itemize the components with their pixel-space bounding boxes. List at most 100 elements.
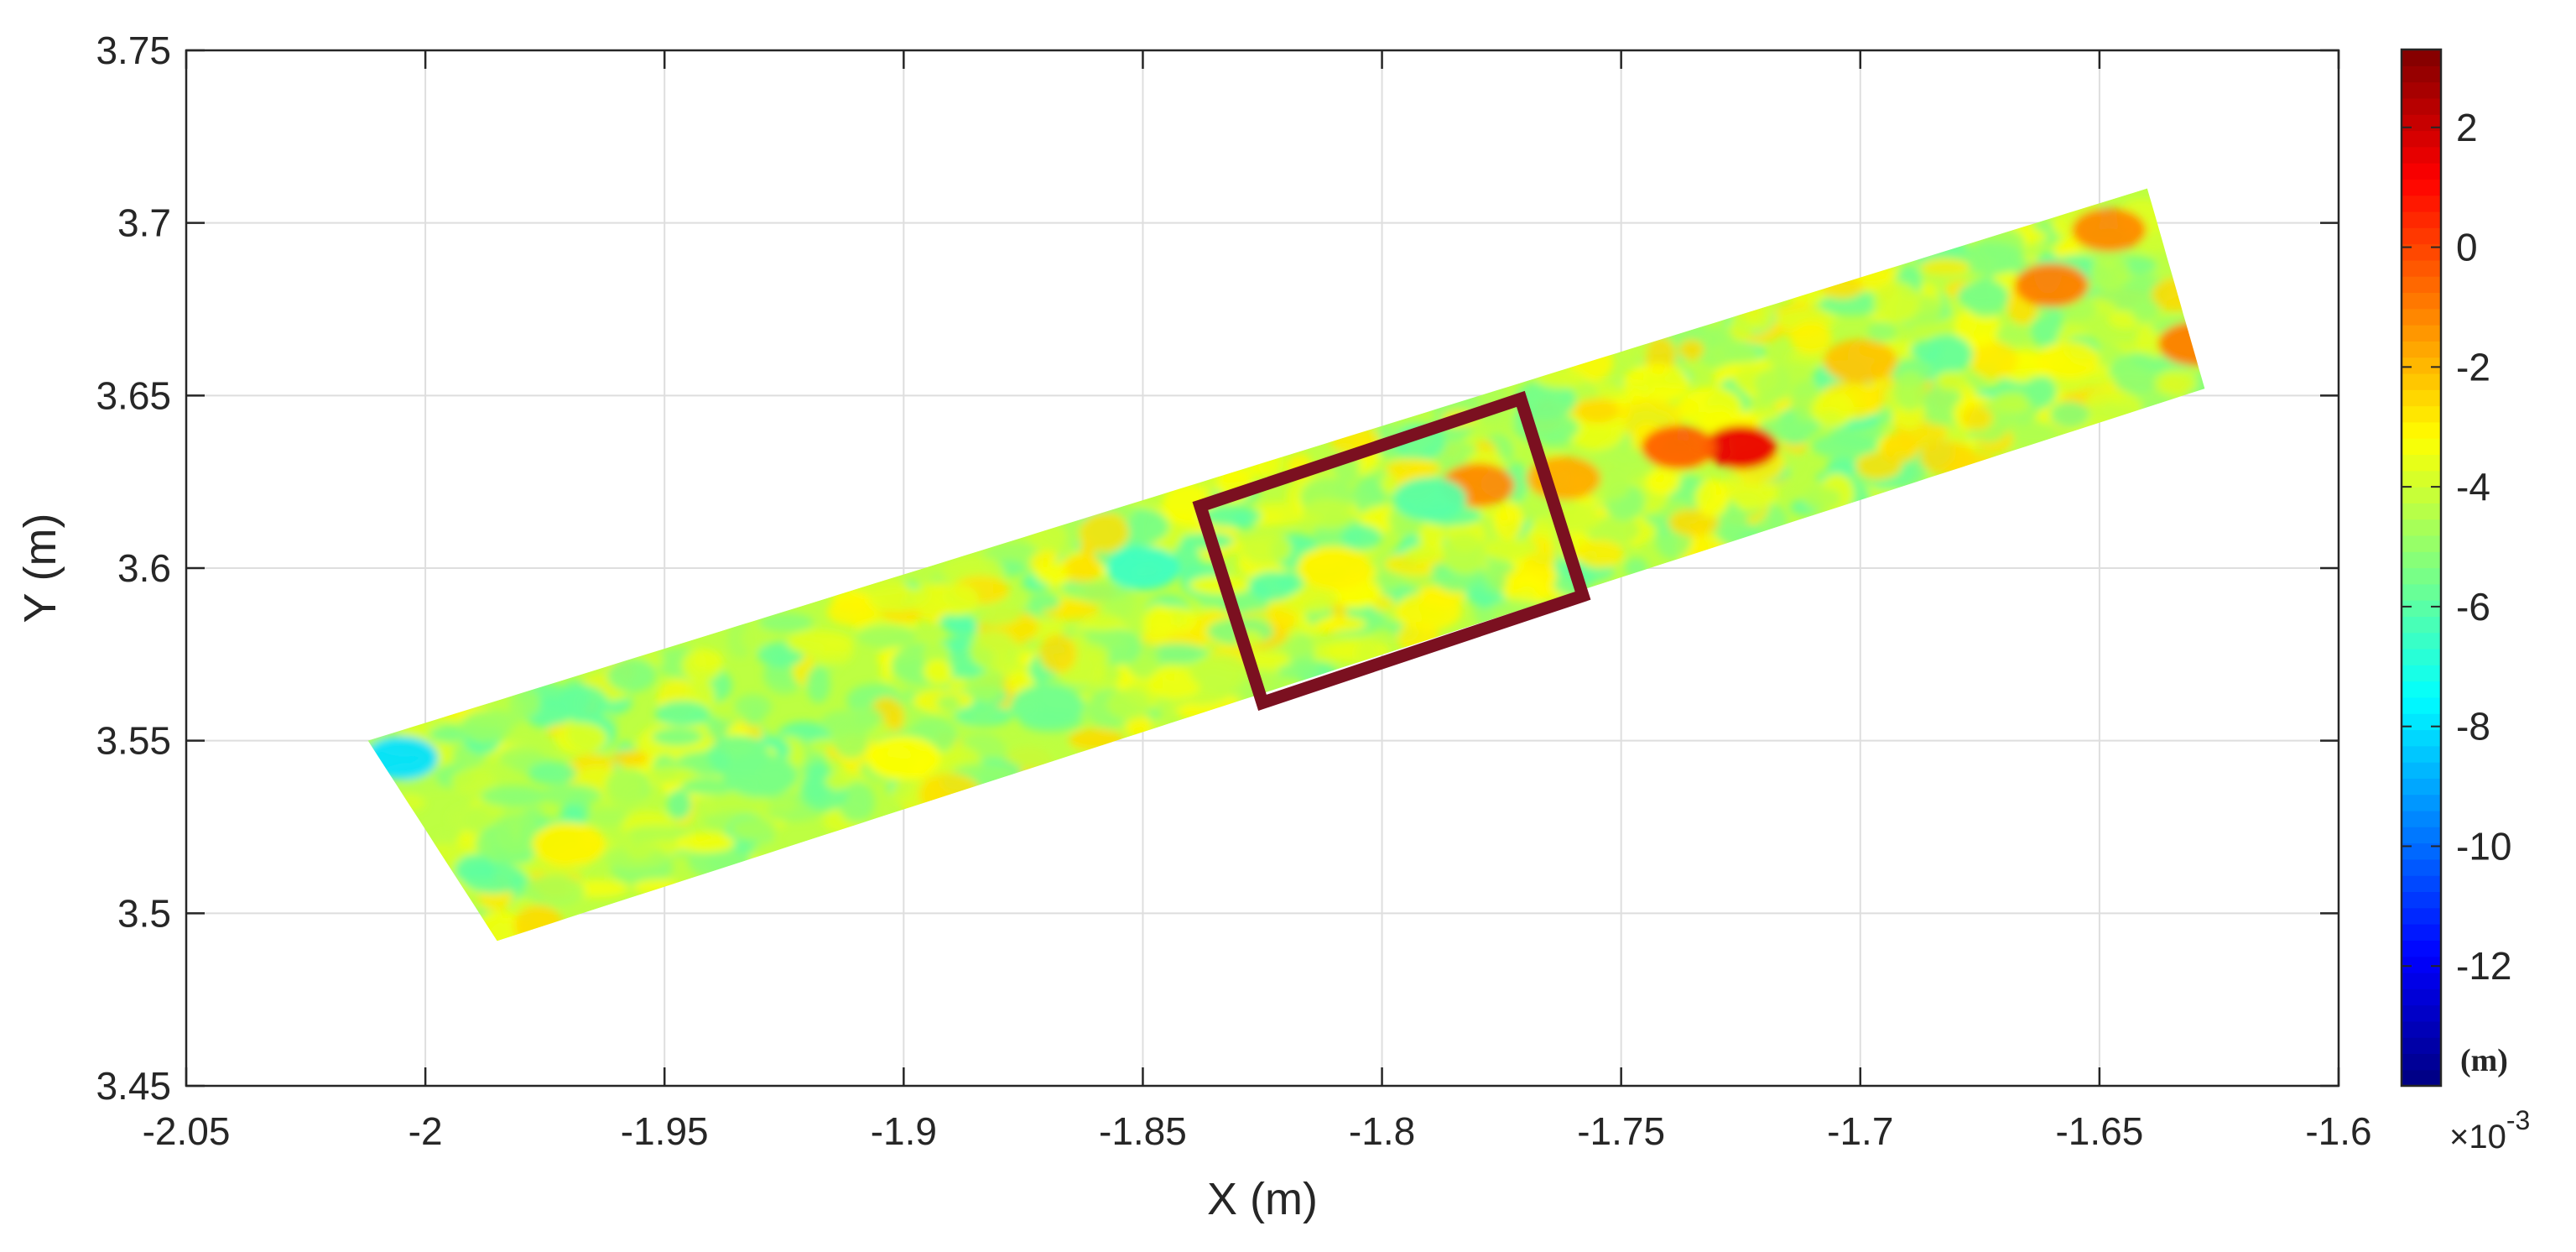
x-tick-label: -1.75 [1577,1109,1665,1153]
strip-texture-cell [1062,582,1129,601]
strip-texture-cell [1623,363,1690,404]
colorbar-band [2402,1069,2441,1087]
strip-texture-cell [954,705,1013,727]
colorbar-band [2402,357,2441,374]
x-tick-label: -1.8 [1349,1109,1415,1153]
colorbar-band [2402,325,2441,342]
colorbar-band [2402,276,2441,294]
colorbar-band [2402,972,2441,989]
strip-hotspot [2072,207,2147,252]
strip-texture-cell [461,862,526,894]
strip-texture-cell [2131,297,2159,324]
colorbar-band [2402,600,2441,617]
strip-texture-cell [1754,368,1792,403]
colorbar-band [2402,713,2441,731]
strip-texture-cell [758,613,814,633]
strip-texture-cell [2049,401,2089,428]
colorbar-band [2402,551,2441,569]
colorbar-band [2402,762,2441,779]
y-tick-label: 3.65 [96,373,171,417]
strip-texture-cell [786,629,854,656]
colorbar-tick-label: -12 [2456,944,2511,988]
strip-texture-cell [449,806,497,832]
strip-texture-cell [1277,663,1321,681]
colorbar-tick-label: -6 [2456,585,2490,629]
strip-texture-cell [734,694,773,719]
strip-texture-cell [480,785,548,807]
colorbar-gradient [2402,50,2441,1087]
strip-texture-cell [2154,369,2198,397]
strip-texture-cell [969,630,1018,670]
strip-texture-cell [2037,341,2100,379]
strip-texture-cell [1991,391,2032,413]
strip-hotspot [1642,425,1716,470]
strip-texture-cell [645,766,698,784]
colorbar-band [2402,956,2441,973]
strip-texture-cell [523,874,585,907]
strip-texture-cell [741,623,769,653]
strip-hotspot [1704,425,1778,470]
strip-texture-cell [1590,446,1655,482]
strip-texture-cell [1695,478,1730,519]
strip-texture-cell [541,784,602,806]
strip-texture-cell [681,777,736,796]
strip-texture-cell [1919,441,1975,475]
x-tick-label: -1.9 [871,1109,937,1153]
strip-texture-cell [912,583,946,618]
x-tick-label: -2.05 [143,1109,231,1153]
strip-texture-cell [1034,561,1069,585]
strip-texture-cell [1494,502,1524,540]
strip-texture-cell [1790,321,1832,355]
colorbar-tick-label: -10 [2456,824,2511,868]
x-tick-label: -1.65 [2055,1109,2143,1153]
colorbar-band [2402,632,2441,649]
colorbar-band [2402,243,2441,261]
strip-texture-cell [2090,253,2130,291]
strip-texture-cell [1970,341,2018,379]
strip-texture-cell [1340,524,1382,550]
strip-texture-cell [1811,390,1855,429]
strip-texture-cell [1646,469,1680,496]
strip-hotspot [1010,684,1085,728]
colorbar-band [2402,907,2441,925]
colorbar-band [2402,65,2441,83]
colorbar-band [2402,211,2441,228]
colorbar-band [2402,810,2441,827]
strip-texture-cell [652,728,703,746]
colorbar-band [2402,891,2441,909]
colorbar-band [2402,794,2441,811]
strip-texture-cell [1385,458,1442,480]
colorbar-band [2402,195,2441,212]
strip-texture-cell [1873,281,1920,323]
colorbar-band [2402,1037,2441,1055]
strip-texture-cell [1059,556,1101,583]
strip-texture-cell [1881,432,1918,464]
colorbar-band [2402,583,2441,601]
strip-texture-cell [1574,398,1620,423]
strip-texture-cell [1961,405,1993,430]
strip-texture-cell [923,660,952,684]
colorbar-exponent: ×10-3 [2449,1105,2530,1155]
strip-texture-cell [936,695,961,712]
strip-texture-cell [1811,433,1878,459]
strip-texture-cell [557,685,608,722]
strip-hotspot [2014,263,2089,307]
strip-texture-cell [2024,376,2053,406]
strip-texture-cell [1352,477,1384,516]
strip-texture-cell [1758,416,1821,440]
strip-texture-cell [611,750,649,767]
strip-texture-cell [806,665,830,703]
colorbar-band [2402,924,2441,941]
strip-texture-cell [450,768,497,796]
colorbar-band [2402,421,2441,439]
strip-texture-cell [1106,688,1151,721]
colorbar-band [2402,487,2441,503]
annotation-box [1192,390,1591,711]
colorbar-tick-label: 2 [2456,106,2478,149]
heatmap-strip [367,188,2205,942]
strip-texture-cell [586,808,631,827]
strip-texture-cell [626,825,691,842]
strip-texture-cell [1959,241,2025,275]
colorbar-band [2402,681,2441,698]
strip-texture-cell [833,725,868,759]
